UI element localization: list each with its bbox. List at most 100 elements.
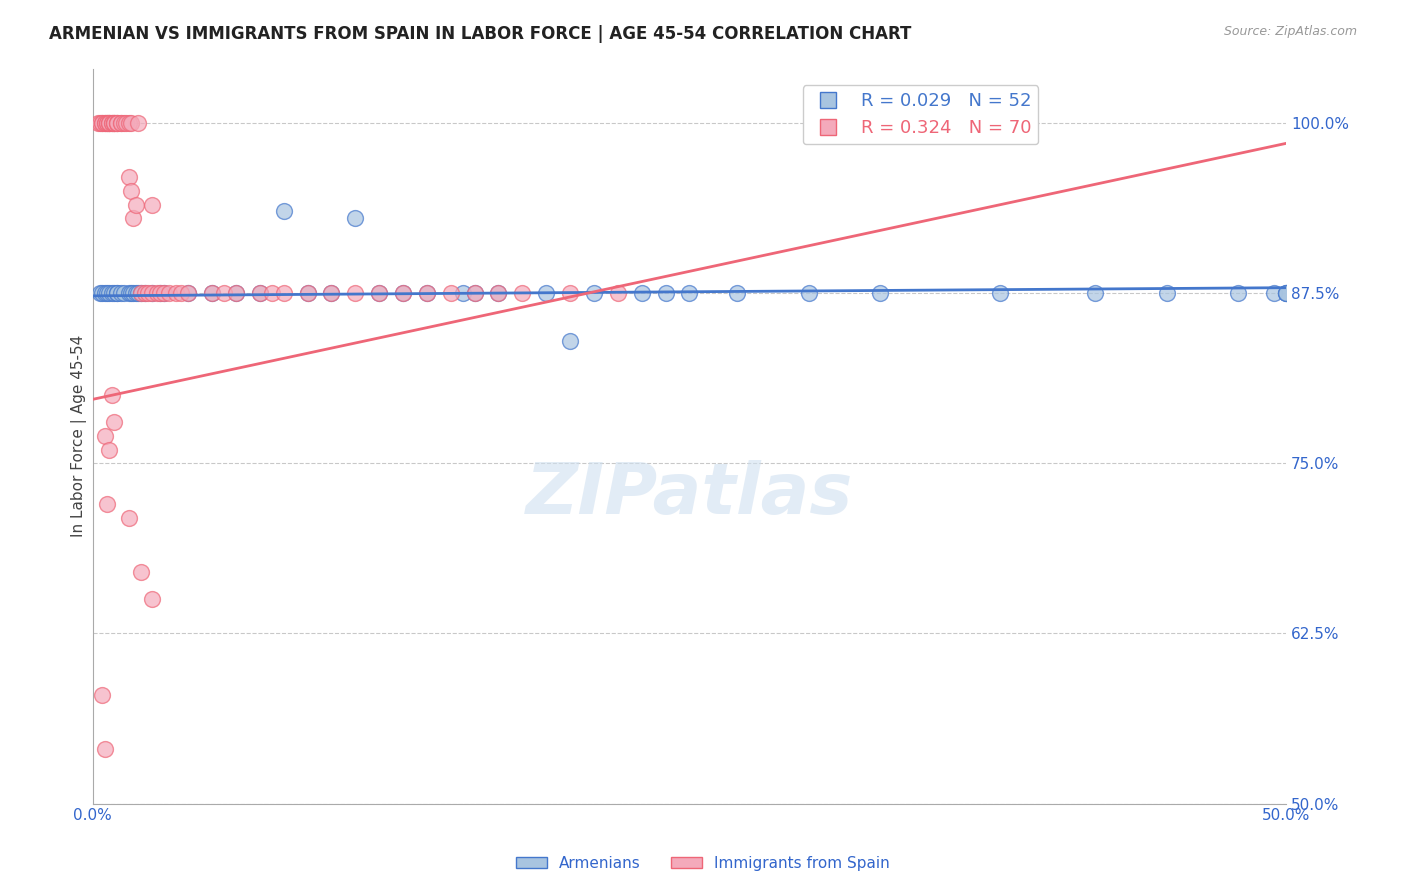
Point [177,286,200,301]
Point [141,197,163,211]
Point [96,116,118,130]
Point [321,286,343,301]
Point [344,211,367,226]
Point [96,497,118,511]
Point [89,116,111,130]
Point [96,116,118,130]
Point [177,286,200,301]
Point [103,286,125,301]
Point [110,116,132,130]
Point [488,286,510,301]
Point [101,116,124,130]
Point [392,286,415,301]
Point [122,286,145,301]
Point [416,286,439,301]
Point [112,116,135,130]
Point [344,286,367,301]
Point [89,286,111,301]
Point [606,286,628,301]
Point [141,592,163,607]
Point [93,116,115,130]
Point [1275,286,1298,301]
Point [1275,286,1298,301]
Point [91,286,114,301]
Point [141,286,163,301]
Point [157,286,180,301]
Text: ZIPatlas: ZIPatlas [526,460,853,529]
Point [103,116,125,130]
Point [105,286,128,301]
Point [488,286,510,301]
Legend: Armenians, Immigrants from Spain: Armenians, Immigrants from Spain [510,850,896,877]
Point [201,286,224,301]
Point [153,286,176,301]
Point [146,286,169,301]
Point [1263,286,1285,301]
Point [96,286,118,301]
Point [103,116,125,130]
Point [120,184,142,198]
Point [464,286,486,301]
Point [91,688,114,702]
Point [105,116,128,130]
Point [98,116,121,130]
Point [129,565,152,579]
Point [512,286,534,301]
Point [201,286,224,301]
Point [120,286,142,301]
Point [101,388,124,402]
Point [127,286,149,301]
Point [98,116,121,130]
Point [534,286,557,301]
Point [451,286,474,301]
Point [260,286,283,301]
Point [103,116,125,130]
Point [98,116,121,130]
Point [110,116,132,130]
Point [115,116,138,130]
Point [558,286,581,301]
Y-axis label: In Labor Force | Age 45-54: In Labor Force | Age 45-54 [72,334,87,537]
Point [105,116,128,130]
Point [297,286,319,301]
Point [112,286,135,301]
Text: Source: ZipAtlas.com: Source: ZipAtlas.com [1223,25,1357,38]
Point [440,286,463,301]
Point [125,286,148,301]
Point [93,116,115,130]
Point [558,334,581,348]
Point [141,286,163,301]
Point [86,116,108,130]
Point [129,286,152,301]
Text: ARMENIAN VS IMMIGRANTS FROM SPAIN IN LABOR FORCE | AGE 45-54 CORRELATION CHART: ARMENIAN VS IMMIGRANTS FROM SPAIN IN LAB… [49,25,911,43]
Point [273,286,295,301]
Point [582,286,605,301]
Point [1227,286,1250,301]
Point [297,286,319,301]
Point [225,286,247,301]
Point [249,286,271,301]
Point [368,286,391,301]
Point [654,286,676,301]
Point [273,204,295,219]
Point [93,286,115,301]
Point [110,286,132,301]
Point [93,742,115,756]
Point [117,170,139,185]
Point [117,116,139,130]
Legend: R = 0.029   N = 52, R = 0.324   N = 70: R = 0.029 N = 52, R = 0.324 N = 70 [803,85,1038,145]
Point [127,116,149,130]
Point [1084,286,1107,301]
Point [101,286,124,301]
Point [91,116,114,130]
Point [1156,286,1178,301]
Point [134,286,156,301]
Point [165,286,187,301]
Point [120,116,142,130]
Point [170,286,193,301]
Point [105,116,128,130]
Point [117,286,139,301]
Point [98,286,121,301]
Point [136,286,159,301]
Point [225,286,247,301]
